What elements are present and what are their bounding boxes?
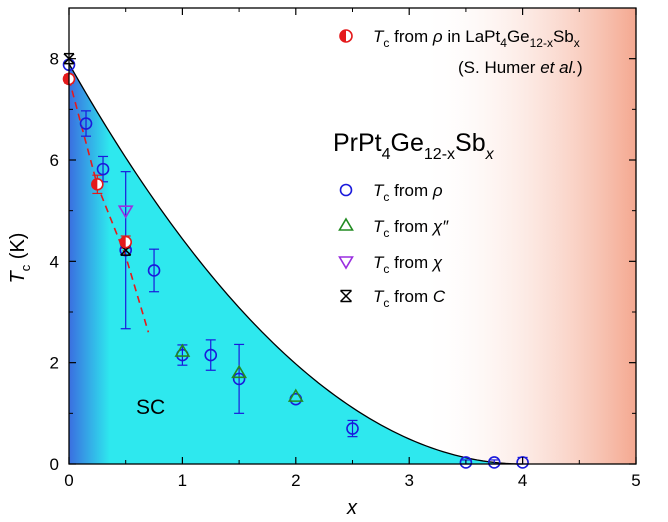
data-point-rho [147,264,161,277]
data-point-rho [204,348,218,362]
error-bar [234,343,245,414]
x-tick-label: 3 [404,471,413,490]
error-bar [205,339,216,371]
right-gradient-band [420,8,636,464]
data-point-chi2 [231,364,248,379]
phase-boundary-line [68,63,523,465]
data-point-rho [96,162,110,176]
legend-marker-chi2 [338,217,354,231]
y-tick-label: 6 [50,151,59,170]
data-markers [62,52,529,469]
data-point-chi2 [174,343,191,357]
y-tick-label: 0 [50,455,59,474]
y-tick-label: 8 [50,50,59,69]
data-point-chi [117,205,134,219]
legend-marker-reference [339,29,353,43]
data-point-rho [516,456,529,469]
reference-fit-line [68,78,150,333]
legend-label-c: Tc from C [373,287,446,310]
x-axis-title: x [346,497,358,519]
x-tick-label: 1 [178,471,187,490]
data-point-rho [487,456,501,469]
x-tick-label: 0 [64,471,73,490]
error-bar [81,110,92,137]
data-point-rho [232,372,246,386]
legend-marker-rho [339,183,353,197]
data-point-reference [119,235,132,249]
y-tick-label: 4 [50,252,59,271]
x-tick-label: 2 [291,471,300,490]
y-tick-label: 2 [50,354,59,373]
y-axis-title: Tc (K) [7,233,33,284]
legend-reference-line1: Tc from ρ in LaPt4Ge12-xSbx [373,27,580,50]
error-bar [149,248,160,293]
legend-marker-c [339,289,353,303]
data-point-rho [346,422,359,435]
x-tick-label: 5 [631,471,640,490]
series-legend: Tc from ρ Tc from χ″ Tc from χ Tc from C [338,181,449,310]
legend-marker-chi [338,256,354,270]
data-point-reference [91,178,104,191]
legend-reference-line2: (S. Humer et al.) [458,58,583,77]
legend-label-chi2: Tc from χ″ [373,217,449,240]
reference-legend: Tc from ρ in LaPt4Ge12-xSbx (S. Humer et… [339,27,583,77]
legend-label-chi: Tc from χ [373,253,443,276]
compound-label: PrPt4Ge12-xSbx [333,129,495,163]
data-point-chi2 [287,388,304,402]
axis-ticks: 0 1 2 3 4 5 0 2 4 6 8 [50,8,641,490]
data-point-rho [79,117,93,130]
sc-region-label: SC [136,396,165,419]
x-tick-label: 4 [518,471,527,490]
data-point-rho [459,456,473,469]
legend-label-rho: Tc from ρ [373,181,443,204]
